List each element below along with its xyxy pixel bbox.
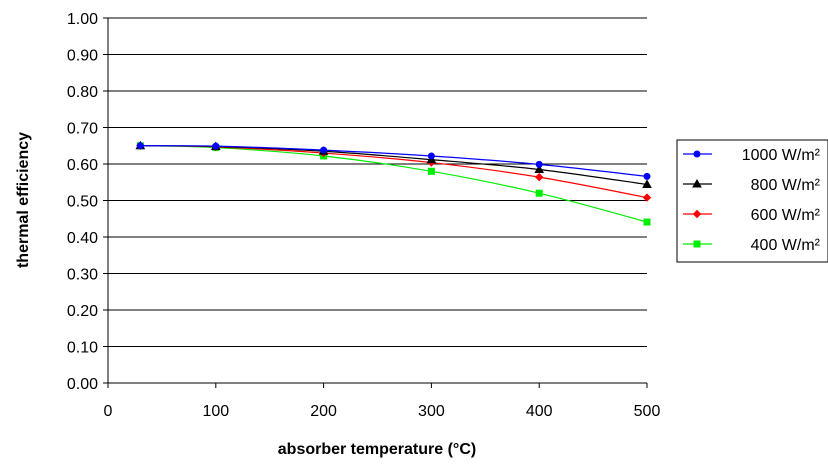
y-tick-label: 0.20: [67, 303, 98, 320]
data-point: [320, 146, 328, 154]
y-tick-label: 1.00: [67, 11, 98, 28]
y-tick-label: 0.10: [67, 340, 98, 357]
y-tick-label: 0.70: [67, 121, 98, 138]
y-tick-label: 0.80: [67, 84, 98, 101]
legend-marker: [693, 240, 701, 248]
data-point: [643, 172, 651, 180]
y-axis-title: thermal efficiency: [15, 132, 32, 268]
legend-marker: [692, 209, 702, 219]
series-square: [136, 142, 651, 226]
legend-label: 1000 W/m²: [742, 147, 821, 164]
data-point: [427, 152, 435, 160]
data-point: [534, 164, 545, 173]
series-group: [135, 140, 652, 226]
legend-label: 800 W/m²: [751, 177, 821, 194]
legend-item: 400 W/m²: [683, 237, 821, 254]
data-point: [642, 179, 652, 188]
x-tick-label: 300: [418, 403, 445, 420]
data-point: [534, 172, 544, 182]
data-point: [535, 160, 543, 168]
legend-item: 1000 W/m²: [683, 147, 821, 164]
data-point: [212, 142, 220, 150]
y-tick-label: 0.90: [67, 48, 98, 65]
series-circle: [136, 142, 651, 180]
y-tick-label: 0.50: [67, 194, 98, 211]
axes: [103, 17, 648, 388]
y-tick-label: 0.30: [67, 267, 98, 284]
x-tick-label: 100: [202, 403, 229, 420]
legend-item: 600 W/m²: [683, 207, 821, 224]
legend-marker: [692, 178, 702, 188]
legend-box: [676, 139, 828, 263]
x-tick-label: 0: [104, 403, 113, 420]
data-point: [427, 167, 435, 175]
legend-label: 600 W/m²: [751, 207, 821, 224]
x-tick-label: 400: [526, 403, 553, 420]
y-tick-label: 0.00: [67, 376, 98, 393]
y-tick-labels: 0.00 0.10 0.20 0.30 0.40 0.50 0.60 0.70 0.80 0.90…: [67, 11, 98, 393]
y-tick-label: 0.40: [67, 230, 98, 247]
data-point: [535, 189, 543, 197]
legend-marker: [693, 150, 701, 158]
x-axis-title: absorber temperature (°C): [278, 441, 476, 458]
y-tick-label: 0.60: [67, 157, 98, 174]
x-tick-labels: 0 100 200 300 400 500: [104, 403, 661, 420]
x-tick-label: 500: [634, 403, 661, 420]
legend-label: 400 W/m²: [751, 237, 821, 254]
series-line: [140, 145, 648, 223]
x-tick-label: 200: [310, 403, 337, 420]
legend: 1000 W/m² 800 W/m² 600 W/m² 400 W/m²: [676, 139, 828, 263]
data-point: [643, 218, 651, 226]
data-point: [136, 142, 144, 150]
legend-item: 800 W/m²: [683, 177, 821, 194]
data-point: [642, 193, 652, 202]
gridlines: [108, 17, 647, 347]
